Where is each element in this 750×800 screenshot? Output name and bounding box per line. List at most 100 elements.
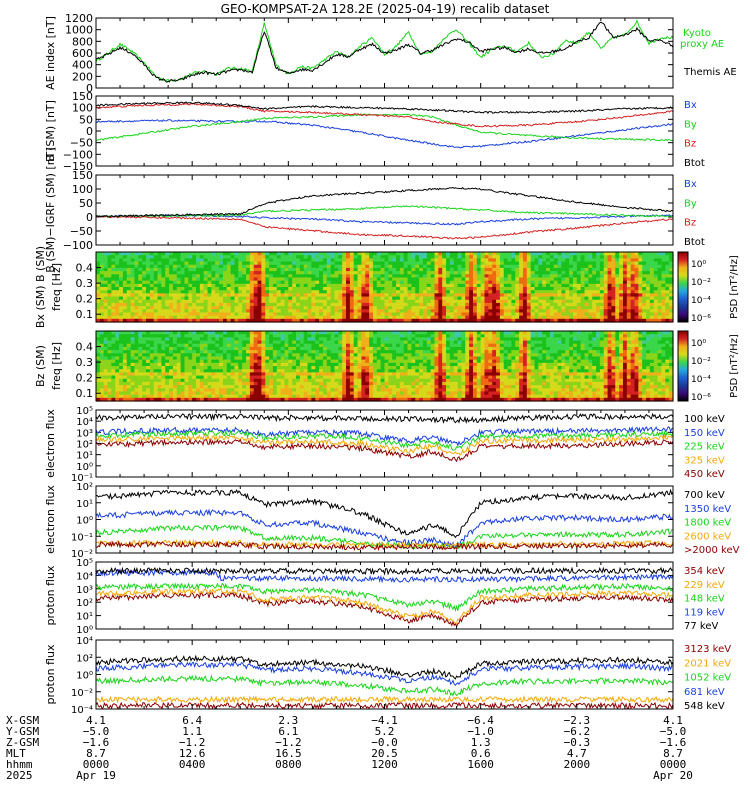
spectrogram-cell <box>596 315 601 320</box>
spectrogram-cell <box>638 280 643 285</box>
spectrogram-cell <box>326 312 332 317</box>
spectrogram-cell <box>238 312 243 317</box>
spectrogram-cell <box>138 362 143 367</box>
spectrogram-cell <box>315 350 320 354</box>
spectrogram-cell <box>369 315 374 320</box>
spectrogram-cell <box>192 346 197 351</box>
spectrogram-cell <box>403 277 409 282</box>
spectrogram-cell <box>211 391 216 396</box>
spectrogram-cell <box>180 362 186 367</box>
spectrogram-cell <box>169 283 174 288</box>
spectrogram-cell <box>334 296 339 301</box>
spectrogram-cell <box>315 274 320 279</box>
spectrogram-cell <box>511 258 516 263</box>
spectrogram-cell <box>569 315 574 320</box>
spectrogram-cell <box>434 293 439 298</box>
spectrogram-cell <box>530 293 536 298</box>
spectrogram-cell <box>165 397 170 402</box>
spectrogram-cell <box>588 293 593 298</box>
spectrogram-cell <box>630 299 636 304</box>
spectrogram-cell <box>249 283 255 288</box>
spectrogram-cell <box>119 287 124 291</box>
spectrogram-cell <box>234 343 239 348</box>
spectrogram-cell <box>503 283 509 288</box>
spectrogram-cell <box>419 287 424 291</box>
spectrogram-cell <box>607 309 613 314</box>
spectrogram-cell <box>449 274 455 279</box>
spectrogram-cell <box>657 287 663 291</box>
spectrogram-cell <box>515 315 520 320</box>
spectrogram-cell <box>142 261 147 266</box>
spectrogram-cell <box>361 290 366 294</box>
spectrogram-cell <box>596 264 601 269</box>
spectrogram-cell <box>303 388 309 393</box>
spectrogram-cell <box>303 309 309 314</box>
spectrogram-cell <box>138 318 143 323</box>
spectrogram-cell <box>242 350 247 354</box>
spectrogram-cell <box>242 378 247 383</box>
spectrogram-cell <box>357 287 363 291</box>
spectrogram-cell <box>526 264 532 269</box>
spectrogram-cell <box>119 362 124 367</box>
spectrogram-cell <box>326 315 332 320</box>
spectrogram-cell <box>122 381 128 386</box>
spectrogram-cell <box>307 280 313 285</box>
spectrogram-cell <box>253 343 259 348</box>
spectrogram-cell <box>415 290 420 294</box>
spectrogram-cell <box>299 315 305 320</box>
spectrogram-cell <box>669 252 674 256</box>
spectrogram-cell <box>153 309 159 314</box>
spectrogram-cell <box>199 340 205 345</box>
spectrogram-cell <box>669 309 674 314</box>
spectrogram-cell <box>130 267 136 272</box>
spectrogram-cell <box>580 309 586 314</box>
spectrogram-cell <box>261 334 266 338</box>
spectrogram-cell <box>499 283 505 288</box>
spectrogram-cell <box>134 261 139 266</box>
spectrogram-cell <box>199 362 205 367</box>
colorbar-tick-label: 10⁻⁴ <box>691 296 711 306</box>
spectrogram-cell <box>646 252 651 256</box>
spectrogram-cell <box>315 309 320 314</box>
spectrogram-cell <box>172 274 178 279</box>
spectrogram-cell <box>269 334 274 338</box>
spectrogram-cell <box>261 350 266 354</box>
spectrogram-cell <box>253 340 259 345</box>
spectrogram-cell <box>188 267 193 272</box>
spectrogram-cell <box>384 252 389 256</box>
spectrogram-cell <box>396 274 401 279</box>
spectrogram-cell <box>119 252 124 256</box>
spectrogram-cell <box>296 302 301 307</box>
spectrogram-cell <box>311 353 316 358</box>
spectrogram-cell <box>569 306 574 310</box>
spectrogram-cell <box>349 258 355 263</box>
spectrogram-cell <box>234 369 239 373</box>
spectrogram-cell <box>196 255 201 259</box>
spectrogram-cell <box>107 381 112 386</box>
spectrogram-cell <box>299 267 305 272</box>
spectrogram-cell <box>426 280 432 285</box>
spectrogram-cell <box>165 362 170 367</box>
spectrogram-cell <box>257 346 263 351</box>
spectrogram-cell <box>461 302 466 307</box>
spectrogram-cell <box>246 378 251 383</box>
spectrogram-cell <box>607 261 613 266</box>
spectrogram-cell <box>315 280 320 285</box>
spectrogram-cell <box>649 261 655 266</box>
spectrogram-cell <box>653 252 659 256</box>
spectrogram-cell <box>115 381 120 386</box>
spectrogram-cell <box>153 267 159 272</box>
spectrogram-cell <box>665 255 670 259</box>
spectrogram-cell <box>196 337 201 342</box>
spectrogram-cell <box>546 290 551 294</box>
spectrogram-cell <box>238 366 243 370</box>
spectrogram-cell <box>276 340 282 345</box>
spectrogram-cell <box>184 334 189 338</box>
spectrogram-cell <box>272 334 278 338</box>
spectrogram-cell <box>211 318 216 323</box>
spectrogram-cell <box>288 366 293 370</box>
spectrogram-cell <box>353 255 359 259</box>
spectrogram-cell <box>472 274 478 279</box>
spectrogram-cell <box>411 264 416 269</box>
